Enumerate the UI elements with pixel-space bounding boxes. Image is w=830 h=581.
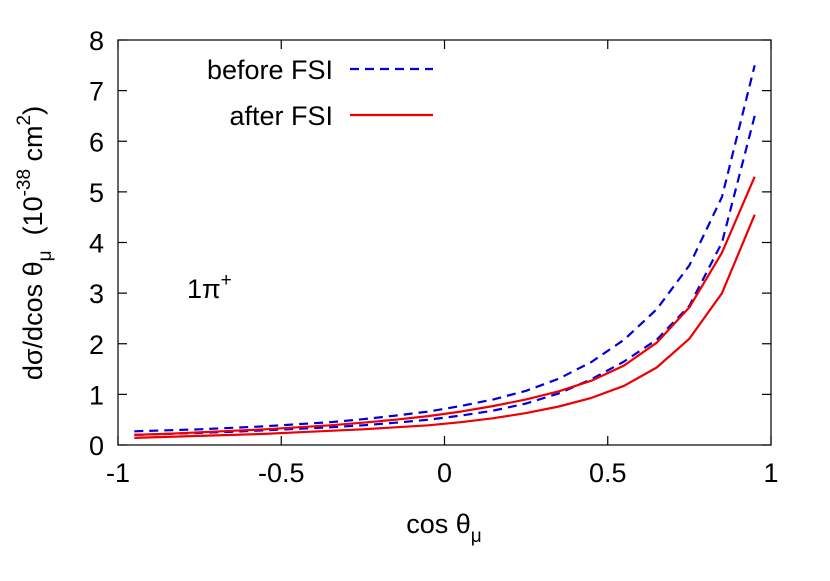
y-tick-label: 7 xyxy=(89,77,104,107)
x-tick-label: -1 xyxy=(106,458,130,488)
y-tick-label: 8 xyxy=(89,26,104,56)
y-tick-label: 0 xyxy=(89,431,104,461)
y-tick-label: 1 xyxy=(89,380,104,410)
y-axis-title-unit-close: ) xyxy=(18,106,48,115)
y-axis-title-unit-mid: cm xyxy=(18,125,48,169)
x-tick-label: 0 xyxy=(437,458,452,488)
y-axis-title-unit-open: (10 xyxy=(18,196,48,250)
x-tick-label: -0.5 xyxy=(258,458,305,488)
y-tick-label: 2 xyxy=(89,330,104,360)
after-fsi-line-3 xyxy=(134,214,756,439)
ticks-layer: -1 -0.5 0 0.5 1 0 1 2 3 4 5 6 7 8 xyxy=(89,26,779,488)
legend-label-after-fsi: after FSI xyxy=(229,101,333,131)
after-fsi-line-2 xyxy=(134,176,756,436)
series-layer xyxy=(134,65,756,439)
y-axis-title: dσ/dcos θμ (10-38 cm2) xyxy=(14,106,56,380)
legend: before FSI after FSI xyxy=(207,55,433,131)
process-annotation: 1π+ xyxy=(187,270,232,304)
plot-frame xyxy=(117,39,772,446)
legend-label-before-fsi: before FSI xyxy=(207,55,333,85)
x-axis-title-sub: μ xyxy=(471,526,482,547)
x-tick-label: 1 xyxy=(763,458,778,488)
y-tick-label: 3 xyxy=(89,279,104,309)
process-annotation-sup: + xyxy=(221,270,232,291)
y-axis-title-unit-exp2: 2 xyxy=(14,115,35,126)
y-axis-title-prefix: dσ/dcos θ xyxy=(18,261,48,380)
x-tick-label: 0.5 xyxy=(589,458,627,488)
x-axis-title-main: cos θ xyxy=(406,509,471,539)
before-fsi-line-0 xyxy=(134,65,756,433)
y-tick-label: 6 xyxy=(89,127,104,157)
before-fsi-line-1 xyxy=(134,115,756,436)
process-annotation-base: 1π xyxy=(187,274,221,304)
y-axis-title-sub: μ xyxy=(35,250,56,261)
y-tick-label: 5 xyxy=(89,178,104,208)
x-axis-title: cos θμ xyxy=(406,509,482,547)
y-axis-title-unit-exp: -38 xyxy=(14,169,35,196)
y-tick-label: 4 xyxy=(89,229,104,259)
